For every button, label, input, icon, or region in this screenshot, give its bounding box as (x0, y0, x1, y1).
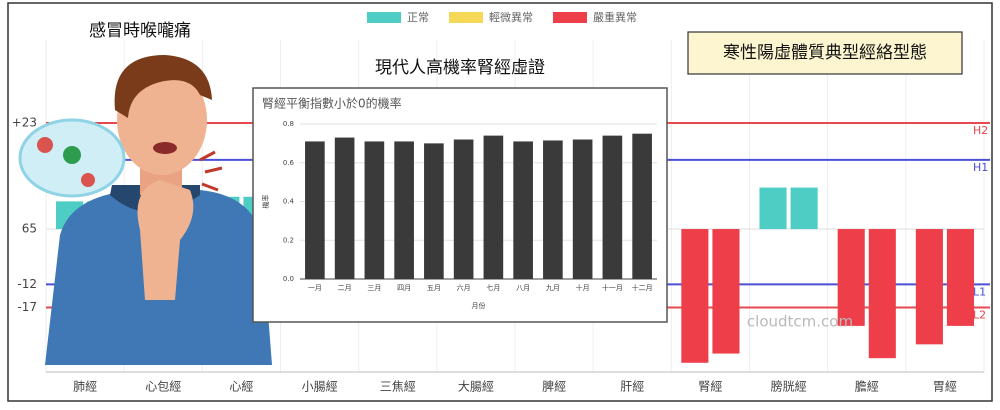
inset-bar (602, 135, 623, 279)
inset-bar (483, 135, 504, 279)
legend-swatch (367, 12, 401, 23)
y-tick-label: -17 (17, 300, 37, 314)
inset-x-tick-label: 四月 (397, 284, 411, 292)
box (687, 31, 963, 75)
x-tick-label: 心包經 (145, 380, 181, 394)
inset-bar (513, 141, 533, 279)
inset-bar (453, 139, 474, 279)
inset-bar (305, 141, 325, 279)
legend-label: 輕微異常 (489, 10, 533, 24)
inset-y-tick-label: 0.4 (283, 198, 295, 206)
inset-bar (364, 141, 385, 279)
x-tick-label: 脾經 (542, 379, 566, 394)
x-tick-label: 心經 (229, 380, 253, 394)
bar (837, 229, 865, 326)
pain-marks (199, 150, 223, 192)
reference-label: L2 (973, 308, 986, 321)
inset-x-tick-label: 一月 (308, 284, 322, 292)
virus (81, 173, 95, 187)
legend-label: 正常 (407, 11, 429, 24)
inset-x-tick-label: 十二月 (632, 283, 653, 292)
frame (7, 2, 993, 402)
head (117, 65, 207, 175)
x-tick-label: 三焦經 (380, 380, 416, 394)
bar (868, 229, 896, 359)
inset-y-tick-label: 0.0 (283, 275, 294, 283)
inset-bar (424, 143, 444, 279)
x-tick-label: 胃經 (933, 380, 957, 394)
bar (946, 229, 974, 326)
inset-title: 腎經平衡指數小於0的機率 (262, 96, 402, 111)
inset-y-tick-label: 0.2 (283, 236, 294, 244)
watermark: cloudtcm.com (747, 313, 853, 331)
inset-y-tick-label: 0.8 (283, 120, 294, 128)
mouth (153, 142, 177, 154)
y-tick-label: 65 (22, 222, 37, 236)
inset-bar (543, 140, 563, 279)
inset-x-tick-label: 九月 (546, 283, 560, 292)
inset-y-label: 機率 (261, 195, 270, 209)
legend-swatch (553, 12, 587, 23)
inset-x-tick-label: 六月 (457, 283, 471, 292)
x-tick-label: 膽經 (855, 379, 879, 394)
inset-bar (334, 137, 355, 279)
inset-x-tick-label: 三月 (367, 284, 381, 292)
box-title: 寒性陽虛體質典型經絡型態 (723, 43, 927, 63)
x-tick-label: 大腸經 (458, 380, 494, 394)
bar (712, 229, 740, 354)
inset-x-tick-label: 八月 (516, 284, 530, 292)
virus (63, 146, 81, 164)
reference-label: H2 (973, 124, 988, 137)
y-tick-label: +23 (12, 116, 37, 130)
hair (114, 55, 212, 118)
inset-x-label: 月份 (472, 301, 486, 310)
reference-label: L1 (973, 285, 986, 298)
reference-label: H1 (973, 161, 988, 174)
legend-label: 嚴重異常 (593, 10, 637, 24)
virus (37, 137, 53, 153)
inset-x-tick-label: 七月 (486, 283, 500, 292)
x-tick-label: 腎經 (698, 380, 722, 394)
bar (759, 187, 787, 230)
x-tick-label: 小腸經 (302, 380, 338, 394)
inset-x-tick-label: 十月 (576, 283, 590, 292)
bar (790, 187, 818, 230)
inset-bar (572, 139, 593, 279)
bar (915, 229, 943, 345)
inset-y-tick-label: 0.6 (283, 159, 295, 167)
inset-bar (394, 141, 414, 279)
legend-swatch (449, 12, 483, 23)
inset-x-tick-label: 二月 (338, 284, 352, 292)
inset-x-tick-label: 十一月 (602, 283, 623, 292)
x-tick-label: 膀胱經 (771, 379, 807, 394)
x-tick-label: 肺經 (73, 380, 97, 394)
x-tick-label: 肝經 (620, 380, 644, 394)
legend: 正常 輕微異常 嚴重異常 (367, 10, 637, 24)
bar (681, 229, 709, 363)
inset-heading: 現代人高機率腎經虛證 (375, 58, 545, 78)
y-tick-label: -12 (17, 277, 37, 291)
illustration: 感冒時喉嚨痛 (18, 21, 272, 365)
inset-x-tick-label: 五月 (427, 284, 441, 292)
illustration-caption: 感冒時喉嚨痛 (89, 21, 191, 41)
inset-bar (632, 133, 652, 279)
hand (137, 180, 194, 300)
